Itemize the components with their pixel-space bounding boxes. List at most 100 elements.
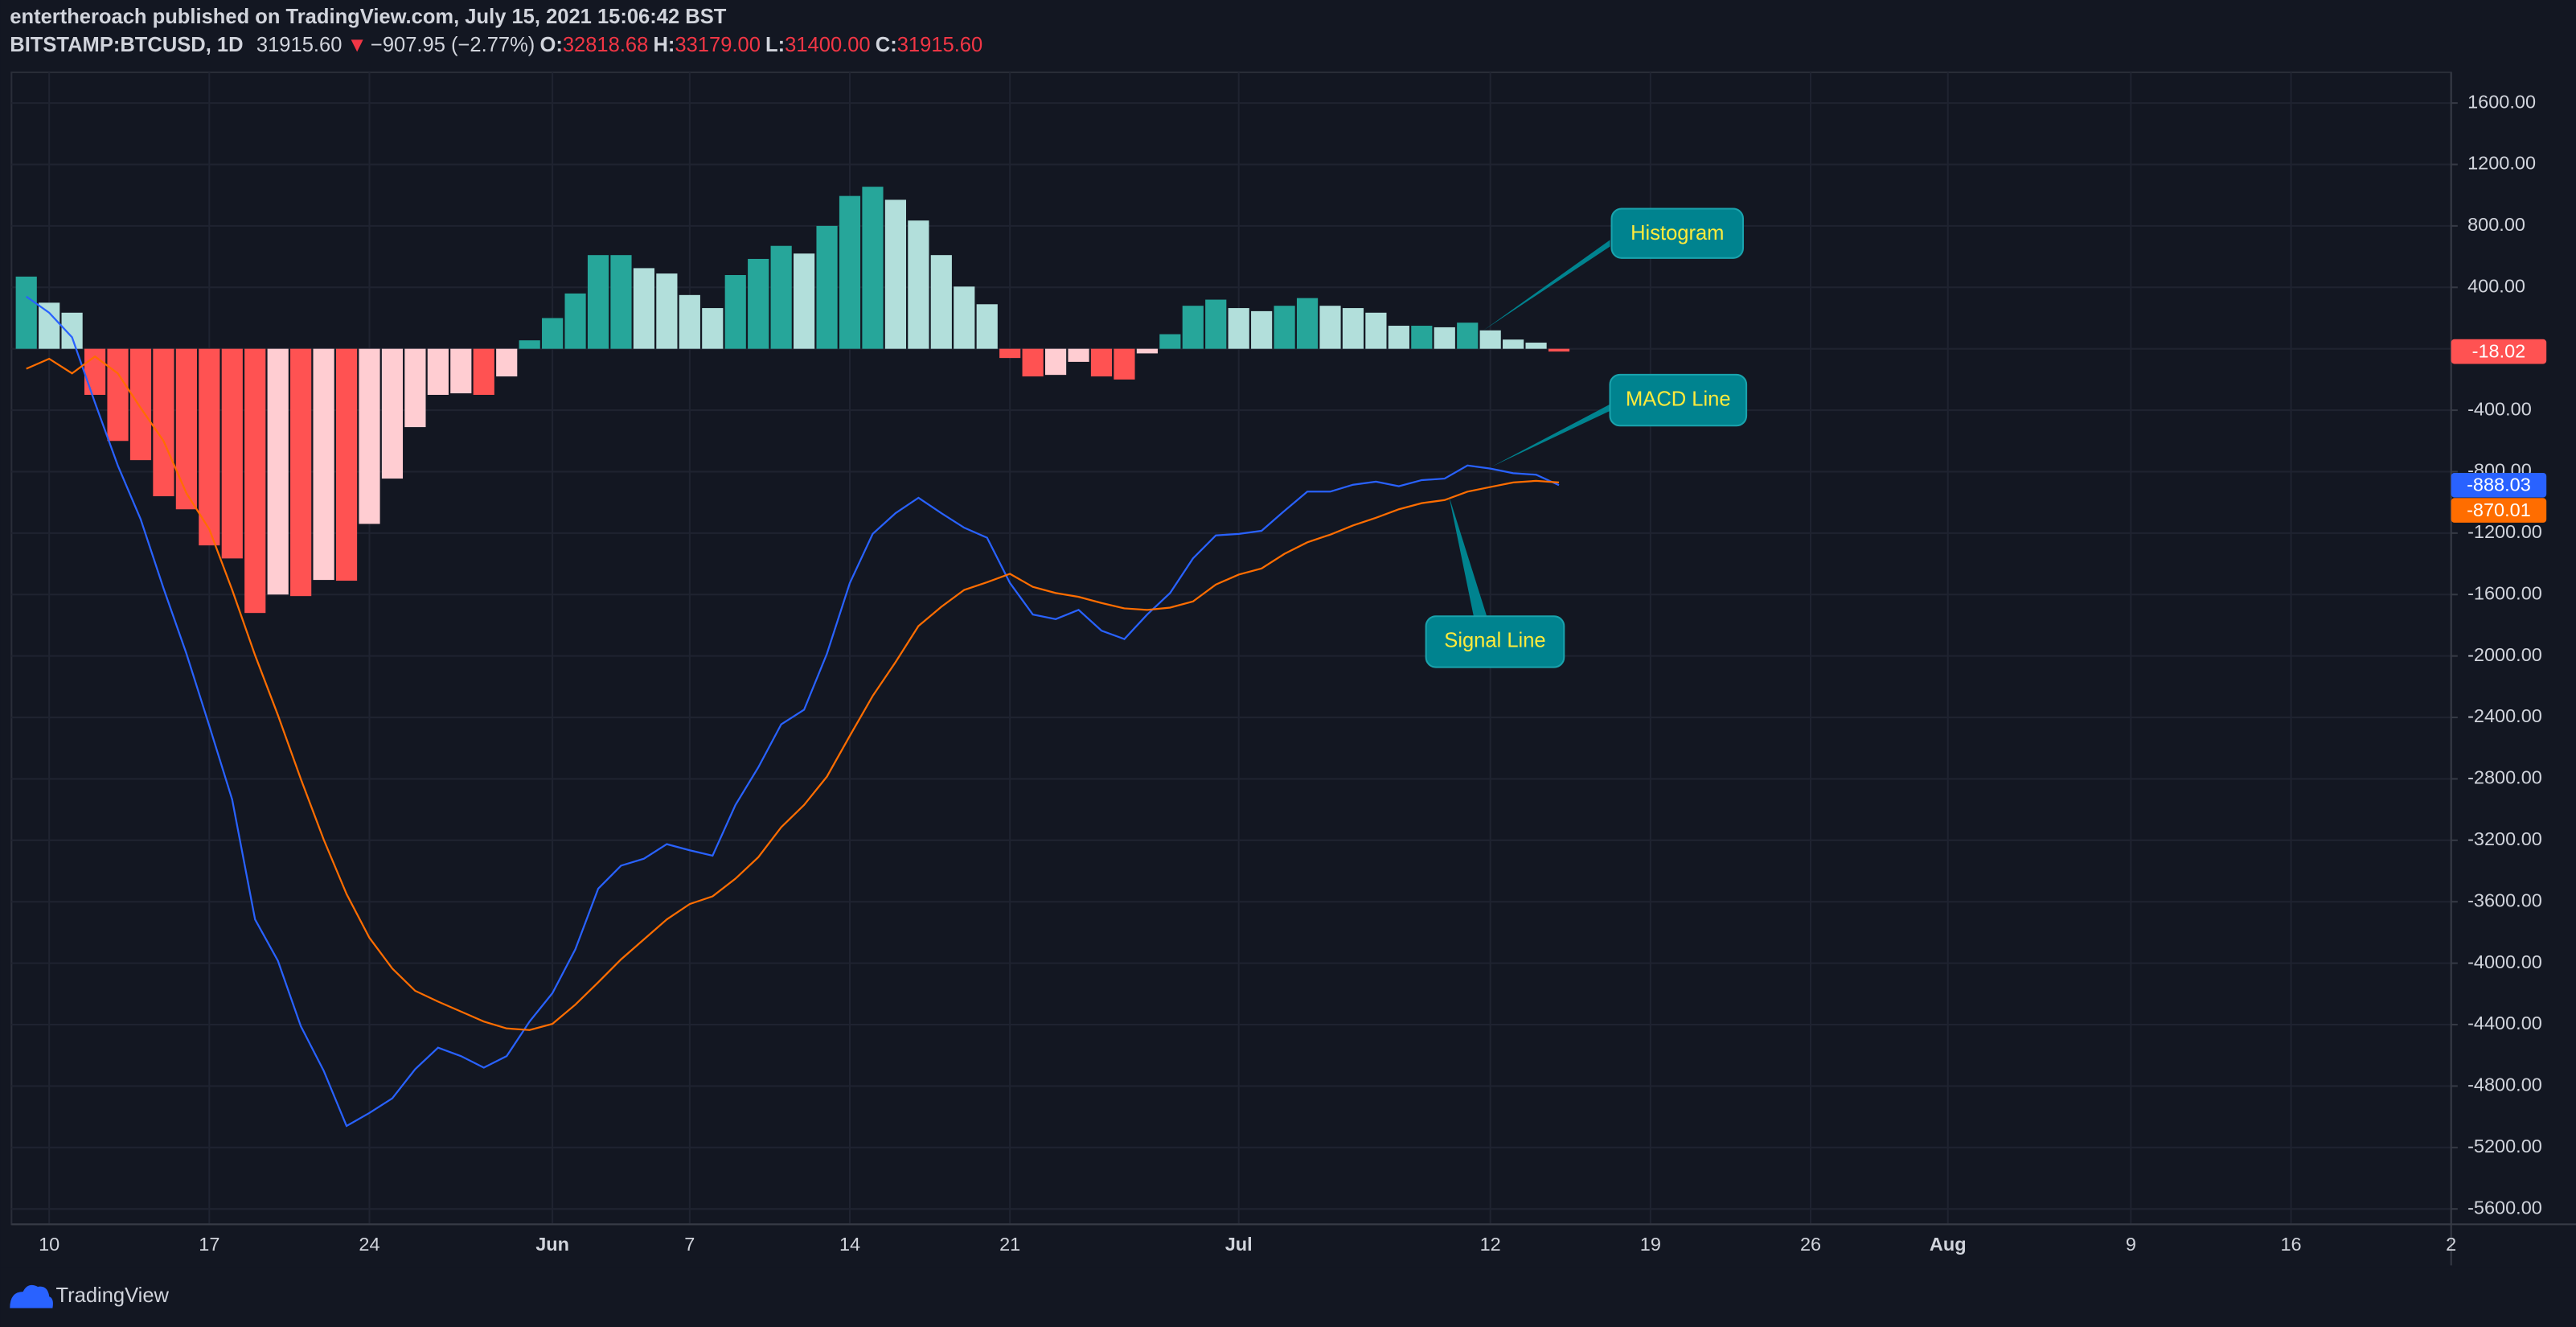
histogram-bar xyxy=(1114,348,1135,380)
histogram-bar xyxy=(313,348,334,581)
price-label: -18.02 xyxy=(2451,339,2547,364)
y-tick-label: -5600.00 xyxy=(2467,1197,2542,1218)
histogram-bar xyxy=(1479,330,1501,349)
x-tick-label: Aug xyxy=(1930,1234,1967,1255)
price-label-box xyxy=(2451,472,2547,498)
histogram-bar xyxy=(770,245,792,349)
histogram-bar xyxy=(1525,343,1547,349)
publisher-line: entertheroach published on TradingView.c… xyxy=(10,6,726,28)
y-tick-label: -4800.00 xyxy=(2467,1074,2542,1095)
annotation-pointer xyxy=(1449,496,1487,617)
histogram-bar xyxy=(1388,326,1409,349)
histogram-bar xyxy=(129,348,152,461)
annotation-text: Histogram xyxy=(1631,222,1724,244)
histogram-bar xyxy=(450,348,472,394)
annotation-box xyxy=(1609,373,1748,427)
histogram-bar xyxy=(976,304,998,349)
change-arrow: ▼ xyxy=(347,34,367,56)
histogram-bar xyxy=(221,348,243,559)
histogram-bar xyxy=(702,308,724,349)
histogram-bar xyxy=(427,348,449,395)
histogram-bar xyxy=(1022,348,1044,377)
ohlc-label: H: xyxy=(653,34,675,56)
price-label-box xyxy=(2451,498,2547,523)
change: −907.95 (−2.77%) xyxy=(371,34,535,56)
annotation-box xyxy=(1610,207,1745,259)
histogram-bar xyxy=(1159,334,1181,349)
histogram-bar xyxy=(794,253,815,349)
x-tick-label: 12 xyxy=(1480,1234,1501,1255)
ohlc-value: 33179.00 xyxy=(675,34,761,56)
histogram-bar xyxy=(656,273,678,349)
histogram-bar xyxy=(862,187,884,349)
y-tick-label: -2000.00 xyxy=(2467,644,2542,665)
y-tick-label: -4000.00 xyxy=(2467,951,2542,972)
y-tick-label: 1200.00 xyxy=(2467,153,2536,174)
y-tick-label: -1200.00 xyxy=(2467,521,2542,542)
histogram-bar xyxy=(1068,348,1089,362)
price-label: -888.03 xyxy=(2451,472,2547,498)
ohlc-label: L: xyxy=(765,34,785,56)
annotation-box xyxy=(1425,615,1565,668)
histogram-bar xyxy=(1434,327,1455,349)
histogram-bar xyxy=(267,348,289,595)
histogram-bar xyxy=(244,348,266,614)
histogram-bar xyxy=(564,293,586,349)
ohlc-value: 31400.00 xyxy=(785,34,871,56)
histogram-bar xyxy=(199,348,220,546)
symbol: BITSTAMP:BTCUSD, 1D xyxy=(10,34,243,56)
histogram-bar xyxy=(359,348,380,524)
x-tick-label: 24 xyxy=(359,1234,379,1255)
histogram-bar xyxy=(587,255,609,349)
price-label-text: -888.03 xyxy=(2467,475,2531,495)
histogram-bar xyxy=(1342,308,1364,349)
histogram-bar xyxy=(15,276,37,349)
histogram-bar xyxy=(999,348,1021,359)
x-tick-label: 9 xyxy=(2126,1234,2136,1255)
histogram-bar xyxy=(519,340,540,349)
histogram-bar xyxy=(61,312,83,349)
annotation-signal: Signal Line xyxy=(1425,496,1565,668)
ohlc-label: C: xyxy=(876,34,897,56)
histogram-bar xyxy=(1319,306,1341,349)
histogram-bar xyxy=(748,258,769,349)
histogram-bar xyxy=(1205,299,1227,349)
histogram-bar xyxy=(175,348,197,510)
histogram-bar xyxy=(1411,326,1433,349)
ohlc-label: O: xyxy=(539,34,562,56)
histogram-bar xyxy=(290,348,312,597)
histogram-bar xyxy=(1548,348,1570,352)
histogram-bar xyxy=(1457,323,1479,349)
histogram-bar xyxy=(1182,306,1204,349)
y-tick-label: -3600.00 xyxy=(2467,889,2542,910)
ohlc-value: 31915.60 xyxy=(897,34,983,56)
x-tick-label: 17 xyxy=(199,1234,219,1255)
histogram-bar xyxy=(610,255,632,349)
histogram-bar xyxy=(404,348,426,428)
histogram-bar xyxy=(496,348,518,377)
histogram-bar xyxy=(816,225,838,349)
histogram-bar xyxy=(153,348,174,497)
series-line xyxy=(26,295,1560,1128)
y-tick-label: -2400.00 xyxy=(2467,705,2542,726)
histogram-bar xyxy=(679,294,700,349)
x-tick-label: 21 xyxy=(999,1234,1020,1255)
x-tick-label: 26 xyxy=(1800,1234,1821,1255)
histogram-bar xyxy=(1274,306,1295,349)
histogram-bar xyxy=(335,348,358,581)
price-label-text: -870.01 xyxy=(2467,499,2531,520)
histogram-bar xyxy=(1503,339,1524,349)
y-tick-label: -1600.00 xyxy=(2467,582,2542,603)
price-label: -870.01 xyxy=(2451,498,2547,523)
histogram-bar xyxy=(1365,312,1387,349)
histogram-bar xyxy=(908,220,929,349)
histogram-bar xyxy=(1090,348,1113,377)
x-tick-label: Jul xyxy=(1225,1234,1253,1255)
plot-area xyxy=(10,71,2452,1226)
series-line xyxy=(26,355,1560,1031)
x-tick-label: 10 xyxy=(39,1234,59,1255)
footer-bar xyxy=(0,1267,2576,1327)
last-price: 31915.60 xyxy=(256,34,343,56)
histogram-bar xyxy=(107,348,129,442)
